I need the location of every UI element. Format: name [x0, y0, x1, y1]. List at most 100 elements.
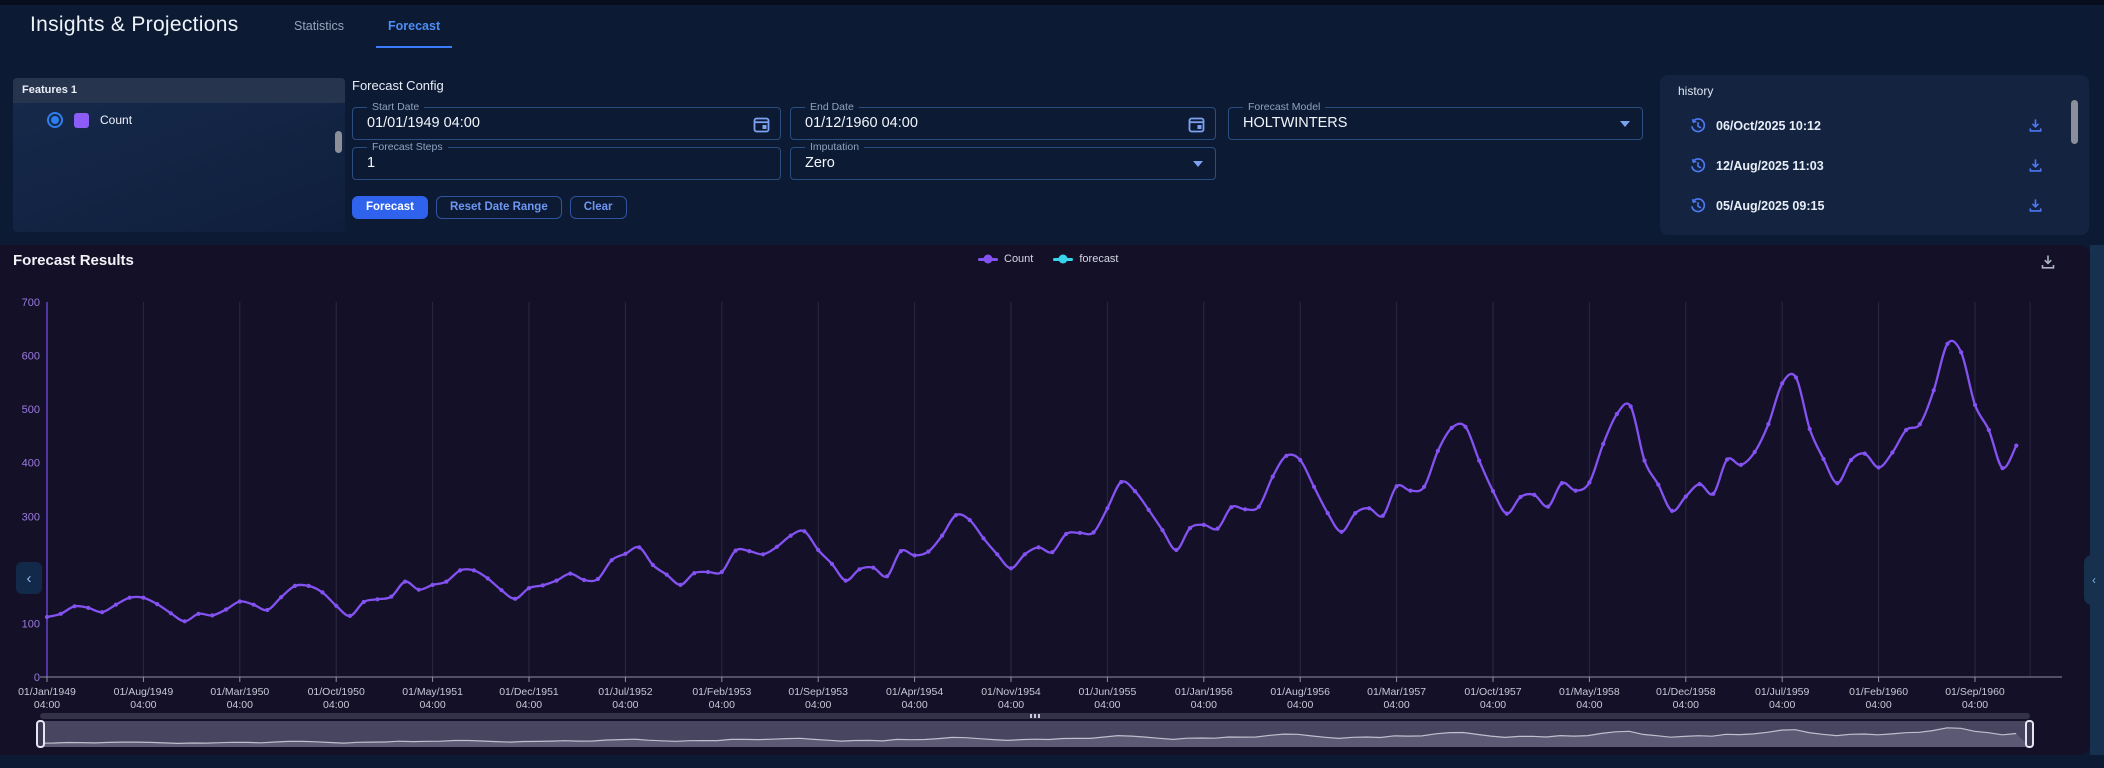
data-point-Count: [417, 588, 421, 592]
download-icon[interactable]: [2028, 198, 2043, 213]
data-point-Count: [1877, 465, 1881, 469]
data-point-Count: [1133, 489, 1137, 493]
data-point-Count: [981, 536, 985, 540]
data-point-Count: [472, 568, 476, 572]
clear-button[interactable]: Clear: [570, 196, 627, 219]
data-point-Count: [114, 603, 118, 607]
x-tick-label: 01/Jan/195604:00: [1175, 686, 1233, 711]
data-point-Count: [747, 549, 751, 553]
forecast-steps-value: 1: [367, 148, 375, 179]
feature-item-count[interactable]: Count: [13, 103, 345, 128]
data-point-Count: [1904, 428, 1908, 432]
data-point-Count: [2014, 444, 2018, 448]
data-point-Count: [734, 549, 738, 553]
data-point-Count: [1381, 514, 1385, 518]
tab-statistics[interactable]: Statistics: [272, 5, 366, 48]
imputation-select[interactable]: Imputation Zero: [790, 147, 1216, 180]
data-point-Count: [1119, 480, 1123, 484]
data-point-Count: [100, 610, 104, 614]
data-point-Count: [1918, 422, 1922, 426]
chart-range-slider[interactable]: [40, 713, 2030, 753]
collapse-left-panel-button[interactable]: ‹: [16, 562, 42, 594]
data-point-Count: [1959, 350, 1963, 354]
x-tick-label: 01/Aug/195604:00: [1270, 686, 1330, 711]
data-point-Count: [59, 612, 63, 616]
forecast-model-select[interactable]: Forecast Model HOLTWINTERS: [1228, 107, 1643, 140]
x-tick-label: 01/Feb/195304:00: [692, 686, 751, 711]
range-slider-grip-icon[interactable]: [1030, 714, 1040, 718]
forecast-results-card: Forecast Results Count forecast 01002003…: [0, 245, 2090, 755]
features-scrollbar-thumb[interactable]: [335, 131, 342, 153]
end-date-value: 01/12/1960 04:00: [805, 108, 918, 139]
data-point-Count: [1766, 422, 1770, 426]
reset-date-range-button[interactable]: Reset Date Range: [436, 196, 562, 219]
tab-forecast[interactable]: Forecast: [366, 5, 462, 48]
data-point-Count: [1932, 388, 1936, 392]
forecast-model-value: HOLTWINTERS: [1243, 108, 1347, 139]
forecast-button[interactable]: Forecast: [352, 196, 428, 219]
x-tick-label: 01/Aug/194904:00: [114, 686, 174, 711]
start-date-field[interactable]: Start Date 01/01/1949 04:00: [352, 107, 781, 140]
data-point-Count: [1202, 523, 1206, 527]
download-icon[interactable]: [2028, 158, 2043, 173]
data-point-Count: [1670, 509, 1674, 513]
data-point-Count: [169, 611, 173, 615]
features-list: Count: [13, 103, 345, 232]
data-point-Count: [1229, 505, 1233, 509]
data-point-Count: [954, 513, 958, 517]
data-point-Count: [1078, 531, 1082, 535]
y-tick-label: 500: [22, 404, 40, 416]
data-point-Count: [279, 595, 283, 599]
range-slider-band[interactable]: [40, 721, 2030, 747]
config-buttons: Forecast Reset Date Range Clear: [352, 196, 627, 219]
data-point-Count: [720, 570, 724, 574]
data-point-Count: [885, 574, 889, 578]
data-point-Count: [128, 596, 132, 600]
expand-right-panel-button[interactable]: ‹: [2084, 555, 2104, 605]
data-point-Count: [568, 572, 572, 576]
forecast-line-chart[interactable]: 010020030040050060070001/Jan/194904:0001…: [0, 245, 2090, 755]
history-item[interactable]: 12/Aug/2025 11:03: [1660, 146, 2089, 186]
data-point-Count: [375, 597, 379, 601]
data-point-Count: [1518, 495, 1522, 499]
data-point-Count: [1312, 485, 1316, 489]
download-icon[interactable]: [2028, 118, 2043, 133]
data-point-Count: [623, 552, 627, 556]
data-point-Count: [224, 607, 228, 611]
data-point-Count: [141, 596, 145, 600]
data-point-Count: [1532, 493, 1536, 497]
end-date-field[interactable]: End Date 01/12/1960 04:00: [790, 107, 1216, 140]
history-scrollbar-thumb[interactable]: [2071, 100, 2078, 144]
data-point-Count: [348, 614, 352, 618]
radio-selected-icon[interactable]: [47, 112, 63, 128]
data-point-Count: [1463, 425, 1467, 429]
data-point-Count: [1092, 530, 1096, 534]
data-point-Count: [1436, 449, 1440, 453]
data-point-Count: [1794, 375, 1798, 379]
data-point-Count: [1174, 548, 1178, 552]
history-panel: history 06/Oct/2025 10:12 12/Aug/2025 11…: [1660, 75, 2089, 235]
history-item[interactable]: 06/Oct/2025 10:12: [1660, 106, 2089, 146]
data-point-Count: [1160, 528, 1164, 532]
range-slider-left-handle[interactable]: [36, 720, 45, 748]
forecast-steps-label: Forecast Steps: [367, 141, 448, 153]
data-point-Count: [1808, 427, 1812, 431]
history-timestamp: 05/Aug/2025 09:15: [1716, 199, 1824, 213]
range-slider-right-handle[interactable]: [2025, 720, 2034, 748]
data-point-Count: [320, 590, 324, 594]
forecast-steps-field[interactable]: Forecast Steps 1: [352, 147, 781, 180]
history-item[interactable]: 05/Aug/2025 09:15: [1660, 186, 2089, 226]
y-tick-label: 100: [22, 618, 40, 630]
data-point-Count: [926, 550, 930, 554]
x-tick-label: 01/May/195804:00: [1559, 686, 1620, 711]
page-title: Insights & Projections: [30, 13, 239, 37]
calendar-icon[interactable]: [1188, 116, 1205, 133]
data-point-Count: [1560, 481, 1564, 485]
data-point-Count: [183, 619, 187, 623]
range-slider-move-bar[interactable]: [40, 713, 2030, 719]
data-point-Count: [1243, 507, 1247, 511]
data-point-Count: [1450, 426, 1454, 430]
calendar-icon[interactable]: [753, 116, 770, 133]
data-point-Count: [155, 602, 159, 606]
data-point-Count: [1863, 452, 1867, 456]
